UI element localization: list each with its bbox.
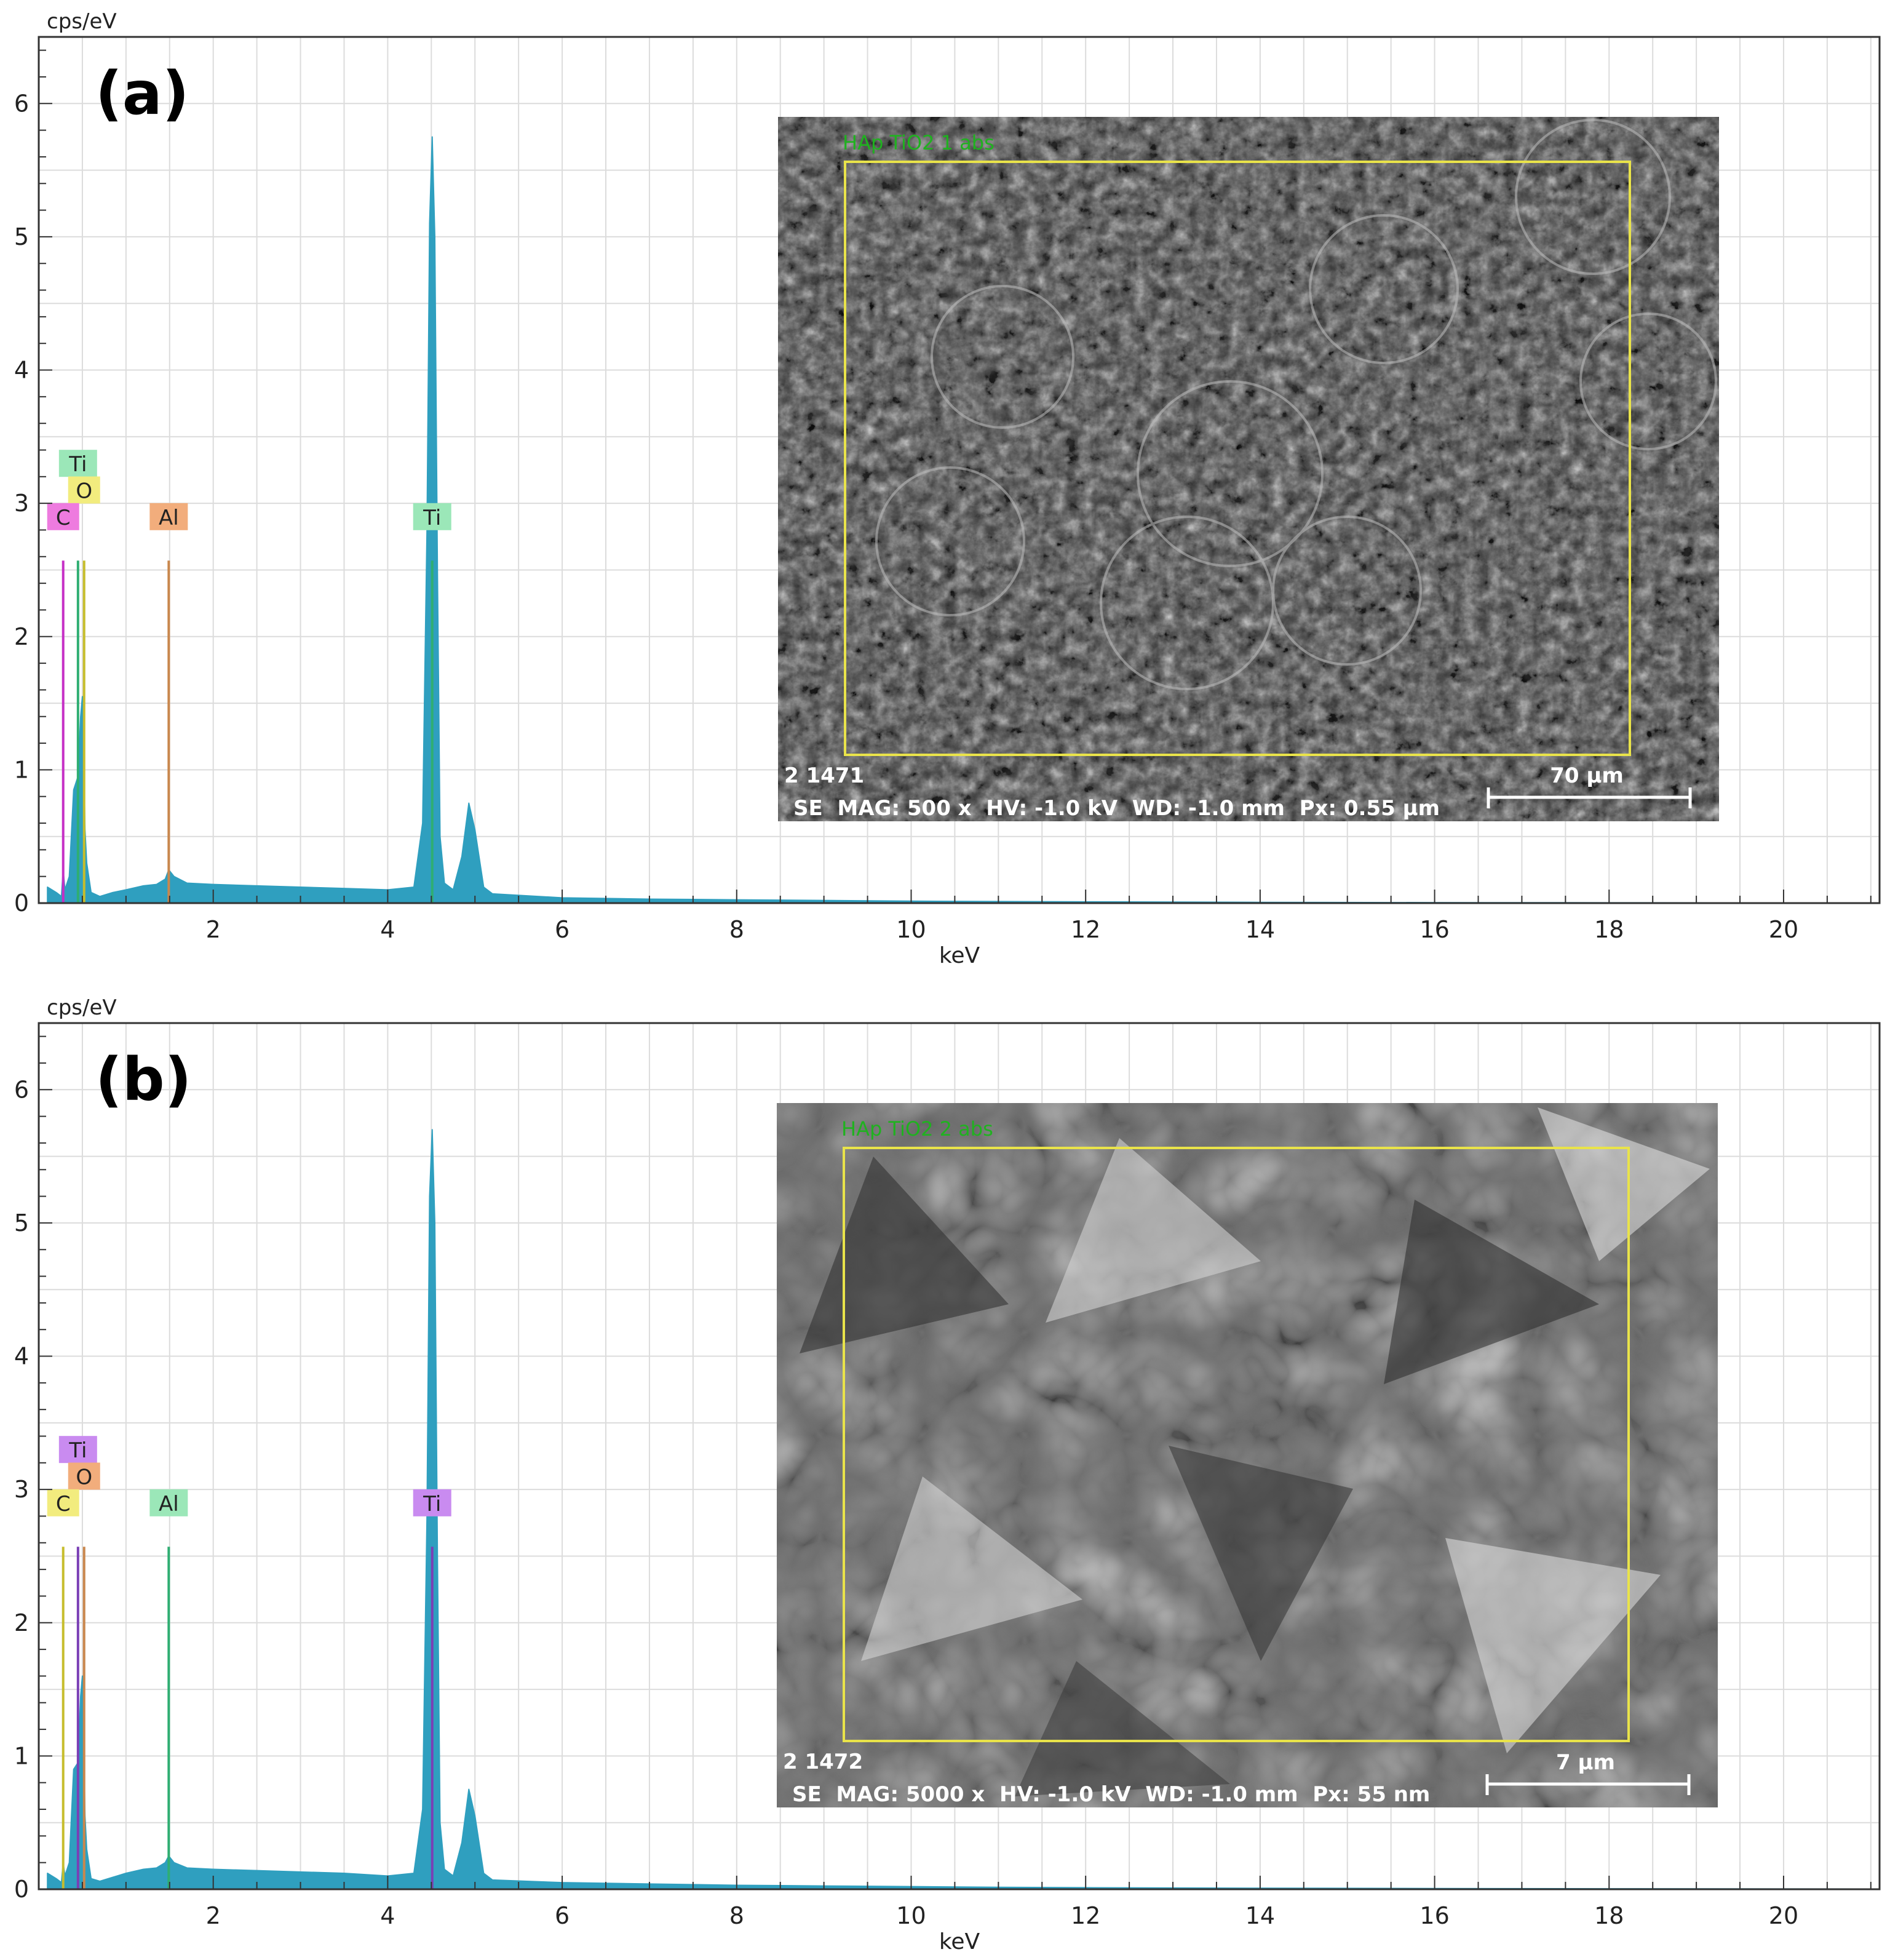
x-tick-label: 20 xyxy=(1769,916,1798,943)
element-marker-box xyxy=(413,503,451,530)
x-tick-label: 4 xyxy=(380,916,395,943)
element-marker-label: Ti xyxy=(423,1492,441,1516)
x-tick-label: 8 xyxy=(729,1902,744,1929)
element-marker-label: Al xyxy=(159,1492,179,1516)
element-marker-box xyxy=(68,1462,100,1490)
x-tick-label: 6 xyxy=(555,1902,570,1929)
element-marker-box xyxy=(68,476,100,504)
element-marker-box xyxy=(58,1436,97,1464)
sem-particles-a xyxy=(875,119,1717,690)
x-tick-label: 2 xyxy=(206,916,221,943)
y-tick-label: 2 xyxy=(14,1609,29,1636)
sem-texture-a xyxy=(778,117,1719,821)
spectrum-a xyxy=(47,136,1880,904)
element-marker-label: O xyxy=(76,479,92,503)
x-tick-label: 8 xyxy=(729,916,744,943)
element-marker-box xyxy=(47,503,79,530)
spectrum-series xyxy=(47,1129,1880,1890)
sem-title-b: HAp TiO2 2 abs xyxy=(841,1117,993,1141)
scale-bar-a xyxy=(1487,787,1692,808)
x-tick-label: 4 xyxy=(380,1902,395,1929)
sem-id-a: 2 1471 xyxy=(784,763,864,788)
y-tick-label: 6 xyxy=(14,90,29,117)
x-tick-label: 10 xyxy=(896,916,926,943)
element-marker-box xyxy=(47,1489,79,1516)
element-marker-label: Ti xyxy=(423,506,441,530)
plot-frame-b xyxy=(38,1022,1881,1890)
y-tick-label: 1 xyxy=(14,756,29,783)
x-tick-label: 14 xyxy=(1245,916,1275,943)
sem-title-a: HAp TiO2 1 abs xyxy=(843,131,995,154)
x-tick-label: 18 xyxy=(1594,1902,1624,1929)
axis-ticks-b xyxy=(39,1035,1872,1889)
y-tick-label: 3 xyxy=(14,490,29,517)
spectrum-b xyxy=(47,1129,1880,1890)
element-marker-label: C xyxy=(56,1492,71,1516)
x-tick-label: 18 xyxy=(1594,916,1624,943)
x-axis-label-a: keV xyxy=(939,943,980,968)
sem-id-b: 2 1472 xyxy=(783,1750,863,1774)
y-axis-label-a: cps/eV xyxy=(47,9,117,34)
x-tick-label: 16 xyxy=(1419,1902,1449,1929)
x-tick-label: 20 xyxy=(1769,1902,1798,1929)
scale-bar-label-b: 7 µm xyxy=(1556,1750,1615,1775)
x-tick-label: 16 xyxy=(1419,916,1449,943)
sem-facets-b xyxy=(800,1107,1710,1796)
element-marker-label: Ti xyxy=(68,452,87,477)
y-tick-label: 5 xyxy=(14,223,29,250)
eds-panel-b: HAp TiO2 2 abs 2 1472 SE MAG: 5000 x HV:… xyxy=(14,995,1881,1954)
element-marker-box xyxy=(149,503,188,530)
element-marker-box xyxy=(149,1489,188,1516)
panel-label-b: (b) xyxy=(95,1045,191,1114)
y-tick-label: 0 xyxy=(14,890,29,917)
element-marker-box xyxy=(413,1489,451,1516)
y-axis-label-b: cps/eV xyxy=(47,995,117,1020)
x-tick-label: 12 xyxy=(1071,916,1100,943)
eds-panel-a: HAp TiO2 1 abs 2 1471 SE MAG: 500 x HV: … xyxy=(14,9,1881,968)
element-marker-label: O xyxy=(76,1465,92,1489)
sem-inset-b: HAp TiO2 2 abs 2 1472 SE MAG: 5000 x HV:… xyxy=(777,1103,1718,1807)
analysis-region-a xyxy=(844,161,1631,756)
analysis-region-b xyxy=(843,1147,1630,1742)
x-tick-label: 6 xyxy=(555,916,570,943)
element-marker-label: Ti xyxy=(68,1438,87,1463)
sem-inset-a: HAp TiO2 1 abs 2 1471 SE MAG: 500 x HV: … xyxy=(778,117,1719,821)
y-tick-label: 4 xyxy=(14,1343,29,1370)
spectrum-series xyxy=(47,136,1880,904)
x-tick-label: 12 xyxy=(1071,1902,1100,1929)
x-tick-label: 10 xyxy=(896,1902,926,1929)
sem-info-a: SE MAG: 500 x HV: -1.0 kV WD: -1.0 mm Px… xyxy=(793,796,1440,821)
scale-bar-label-a: 70 µm xyxy=(1550,763,1624,788)
sem-info-b: SE MAG: 5000 x HV: -1.0 kV WD: -1.0 mm P… xyxy=(792,1782,1430,1807)
y-tick-label: 6 xyxy=(14,1076,29,1103)
element-marker-label: C xyxy=(56,506,71,530)
x-tick-label: 14 xyxy=(1245,1902,1275,1929)
y-tick-label: 2 xyxy=(14,623,29,650)
plot-frame-a xyxy=(38,36,1881,904)
y-tick-label: 0 xyxy=(14,1876,29,1903)
y-tick-label: 1 xyxy=(14,1742,29,1769)
y-tick-label: 3 xyxy=(14,1476,29,1503)
axis-ticks-a xyxy=(39,49,1872,903)
x-tick-label: 2 xyxy=(206,1902,221,1929)
y-tick-label: 5 xyxy=(14,1209,29,1237)
y-tick-label: 4 xyxy=(14,357,29,384)
element-marker-label: Al xyxy=(159,506,179,530)
panel-label-a: (a) xyxy=(95,59,189,128)
scale-bar-b xyxy=(1485,1774,1691,1795)
element-marker-box xyxy=(58,450,97,477)
x-axis-label-b: keV xyxy=(939,1929,980,1954)
